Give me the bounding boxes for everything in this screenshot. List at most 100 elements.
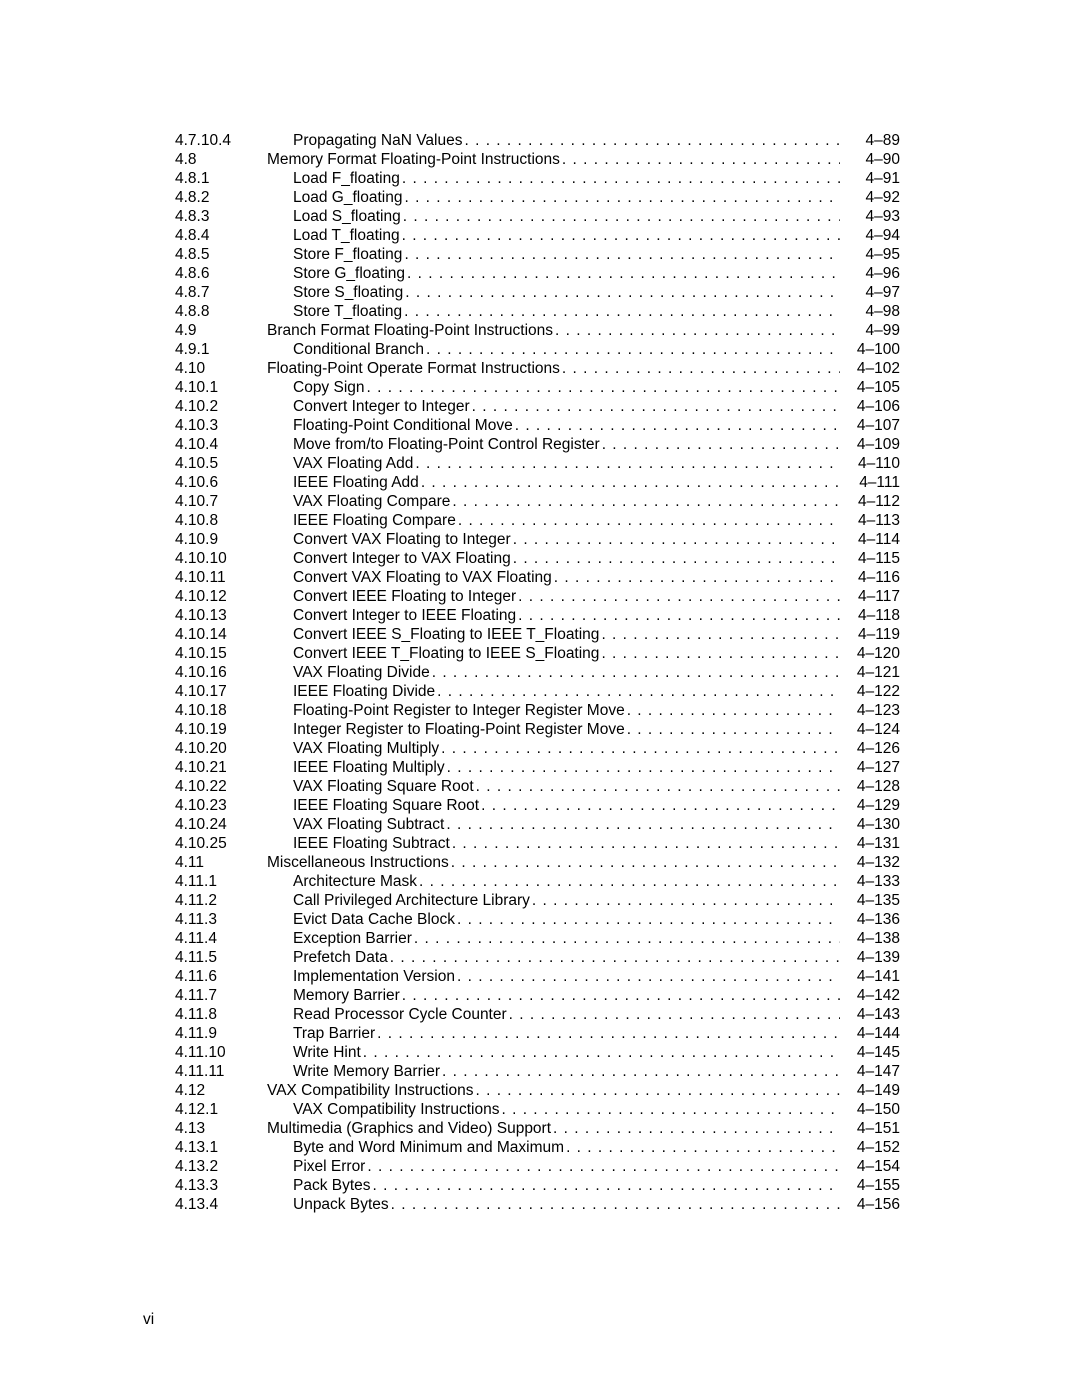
toc-leader-dots xyxy=(501,1100,840,1119)
toc-title-wrap: IEEE Floating Divide xyxy=(293,682,840,701)
toc-entry: 4.10Floating-Point Operate Format Instru… xyxy=(175,359,900,378)
toc-page-ref: 4–115 xyxy=(840,549,900,568)
toc-leader-dots xyxy=(402,169,840,188)
toc-page-ref: 4–93 xyxy=(840,207,900,226)
toc-leader-dots xyxy=(472,397,840,416)
toc-leader-dots xyxy=(426,340,840,359)
toc-title-wrap: Integer Register to Floating-Point Regis… xyxy=(293,720,840,739)
toc-page-ref: 4–126 xyxy=(840,739,900,758)
toc-leader-dots xyxy=(437,682,840,701)
toc-page-ref: 4–97 xyxy=(840,283,900,302)
toc-title: Convert IEEE T_Floating to IEEE S_Floati… xyxy=(293,644,599,663)
toc-title-wrap: Read Processor Cycle Counter xyxy=(293,1005,840,1024)
toc-title-wrap: Architecture Mask xyxy=(293,872,840,891)
toc-section-number: 4.10.11 xyxy=(175,568,267,587)
toc-section-number: 4.8.6 xyxy=(175,264,267,283)
toc-title: Load F_floating xyxy=(293,169,400,188)
toc-title: Propagating NaN Values xyxy=(293,131,462,150)
toc-page-ref: 4–102 xyxy=(840,359,900,378)
toc-leader-dots xyxy=(367,378,840,397)
toc-page-ref: 4–118 xyxy=(840,606,900,625)
toc-entry: 4.10.2Convert Integer to Integer4–106 xyxy=(175,397,900,416)
toc-title-wrap: VAX Floating Divide xyxy=(293,663,840,682)
toc-title-wrap: Convert VAX Floating to VAX Floating xyxy=(293,568,840,587)
toc-entry: 4.8Memory Format Floating-Point Instruct… xyxy=(175,150,900,169)
toc-title: Convert Integer to Integer xyxy=(293,397,470,416)
toc-page-ref: 4–122 xyxy=(840,682,900,701)
toc-title-wrap: Write Hint xyxy=(293,1043,840,1062)
toc-title: Convert IEEE Floating to Integer xyxy=(293,587,516,606)
toc-page-ref: 4–99 xyxy=(840,321,900,340)
toc-title: VAX Compatibility Instructions xyxy=(267,1081,473,1100)
toc-title-wrap: Convert Integer to IEEE Floating xyxy=(293,606,840,625)
toc-leader-dots xyxy=(404,302,840,321)
toc-entry: 4.11.8Read Processor Cycle Counter4–143 xyxy=(175,1005,900,1024)
toc-section-number: 4.9.1 xyxy=(175,340,267,359)
toc-title: VAX Floating Divide xyxy=(293,663,430,682)
toc-title: Write Hint xyxy=(293,1043,361,1062)
toc-leader-dots xyxy=(403,207,840,226)
toc-page-ref: 4–119 xyxy=(840,625,900,644)
toc-entry: 4.10.17IEEE Floating Divide4–122 xyxy=(175,682,900,701)
toc-title: Pack Bytes xyxy=(293,1176,371,1195)
toc-entry: 4.8.6Store G_floating4–96 xyxy=(175,264,900,283)
toc-leader-dots xyxy=(391,1195,840,1214)
toc-page-ref: 4–145 xyxy=(840,1043,900,1062)
toc-title: Move from/to Floating-Point Control Regi… xyxy=(293,435,600,454)
toc-page-ref: 4–133 xyxy=(840,872,900,891)
toc-title-wrap: Prefetch Data xyxy=(293,948,840,967)
toc-title-wrap: Store G_floating xyxy=(293,264,840,283)
toc-section-number: 4.10.19 xyxy=(175,720,267,739)
toc-title: Load T_floating xyxy=(293,226,400,245)
toc-title: Trap Barrier xyxy=(293,1024,375,1043)
toc-section-number: 4.10.8 xyxy=(175,511,267,530)
toc-entry: 4.10.23IEEE Floating Square Root4–129 xyxy=(175,796,900,815)
toc-section-number: 4.8.7 xyxy=(175,283,267,302)
toc-leader-dots xyxy=(446,815,840,834)
toc-entry: 4.10.11 Convert VAX Floating to VAX Float… xyxy=(175,568,900,587)
toc-entry: 4.9.1 Conditional Branch4–100 xyxy=(175,340,900,359)
toc-leader-dots xyxy=(602,435,840,454)
toc-page-ref: 4–114 xyxy=(840,530,900,549)
toc-leader-dots xyxy=(566,1138,840,1157)
toc-entry: 4.10.13Convert Integer to IEEE Floating … xyxy=(175,606,900,625)
toc-page-ref: 4–100 xyxy=(840,340,900,359)
toc-title: Memory Barrier xyxy=(293,986,400,1005)
toc-entry: 4.10.14Convert IEEE S_Floating to IEEE T… xyxy=(175,625,900,644)
toc-leader-dots xyxy=(402,986,840,1005)
toc-page-ref: 4–150 xyxy=(840,1100,900,1119)
toc-entry: 4.11.10Write Hint 4–145 xyxy=(175,1043,900,1062)
toc-title-wrap: Store F_floating xyxy=(293,245,840,264)
toc-leader-dots xyxy=(601,644,840,663)
toc-page-ref: 4–106 xyxy=(840,397,900,416)
toc-section-number: 4.8 xyxy=(175,150,267,169)
toc-section-number: 4.10.13 xyxy=(175,606,267,625)
toc-page-ref: 4–95 xyxy=(840,245,900,264)
toc-title: Unpack Bytes xyxy=(293,1195,389,1214)
toc-leader-dots xyxy=(404,188,840,207)
toc-leader-dots xyxy=(402,226,840,245)
toc-leader-dots xyxy=(553,1119,840,1138)
toc-entry: 4.11.3Evict Data Cache Block4–136 xyxy=(175,910,900,929)
toc-page-ref: 4–131 xyxy=(840,834,900,853)
toc-title: Convert Integer to VAX Floating xyxy=(293,549,511,568)
toc-page-ref: 4–138 xyxy=(840,929,900,948)
toc-title-wrap: Load G_floating xyxy=(293,188,840,207)
toc-entry: 4.10.7VAX Floating Compare4–112 xyxy=(175,492,900,511)
toc-page-ref: 4–123 xyxy=(840,701,900,720)
toc-title-wrap: Convert IEEE Floating to Integer xyxy=(293,587,840,606)
toc-section-number: 4.13.2 xyxy=(175,1157,267,1176)
toc-leader-dots xyxy=(513,530,840,549)
toc-page-ref: 4–117 xyxy=(840,587,900,606)
toc-section-number: 4.12 xyxy=(175,1081,267,1100)
toc-entry: 4.10.24VAX Floating Subtract4–130 xyxy=(175,815,900,834)
toc-page-ref: 4–151 xyxy=(840,1119,900,1138)
toc-leader-dots xyxy=(457,967,840,986)
toc-leader-dots xyxy=(515,416,840,435)
toc-section-number: 4.10.16 xyxy=(175,663,267,682)
toc-leader-dots xyxy=(415,454,840,473)
toc-leader-dots xyxy=(562,359,840,378)
toc-title-wrap: Conditional Branch xyxy=(293,340,840,359)
toc-title: Evict Data Cache Block xyxy=(293,910,455,929)
toc-leader-dots xyxy=(373,1176,840,1195)
